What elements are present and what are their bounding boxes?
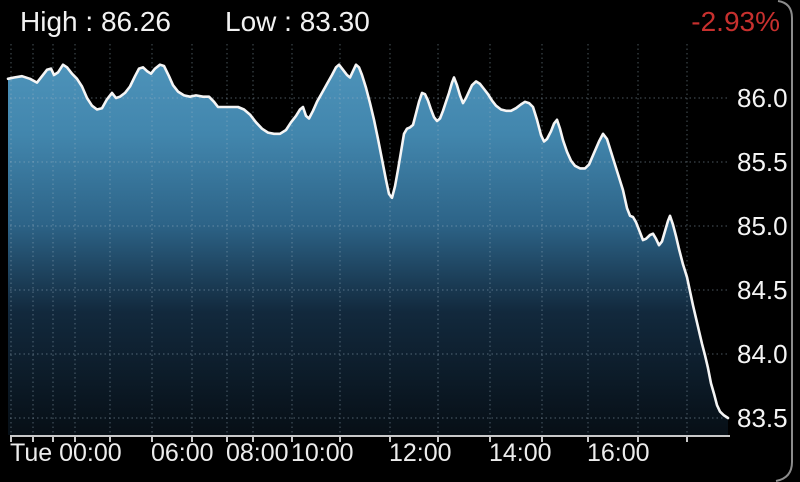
x-axis-label: 10:00 (291, 439, 354, 467)
x-axis-label: 16:00 (587, 439, 650, 467)
low-readout: Low : 83.30 (225, 5, 370, 39)
high-label: High : (20, 6, 101, 37)
y-axis-label: 85.5 (737, 147, 788, 177)
high-readout: High : 86.26 (20, 5, 171, 39)
price-line (6, 63, 730, 420)
low-value: 83.30 (299, 6, 370, 37)
high-value: 86.26 (100, 6, 172, 37)
x-axis-label: 14:00 (489, 439, 552, 467)
y-axis-label: 84.5 (737, 275, 788, 305)
change-percent: -2.93% (691, 6, 780, 37)
y-axis-label: 83.5 (737, 403, 788, 433)
screen-right-border (775, 0, 793, 482)
x-axis-label: 08:00 (226, 439, 289, 467)
x-axis-label: Tue 00:00 (10, 439, 122, 467)
y-axis-label: 86.0 (737, 83, 788, 113)
low-label: Low : (225, 6, 300, 37)
y-axis-label: 85.0 (737, 211, 788, 241)
y-axis-label: 84.0 (737, 339, 788, 369)
area-fill (8, 64, 728, 435)
x-axis (10, 435, 730, 442)
x-axis-label: 06:00 (151, 439, 214, 467)
x-axis-label: 12:00 (389, 439, 452, 467)
